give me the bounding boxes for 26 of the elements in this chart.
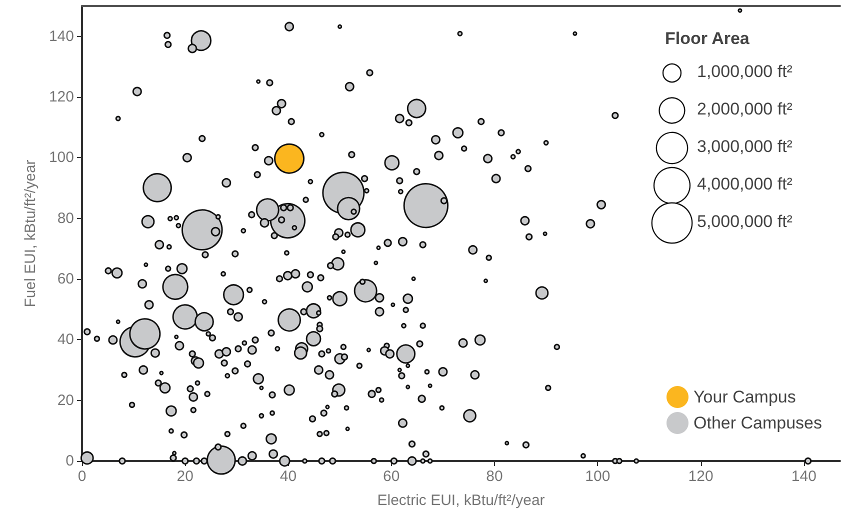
- x-tick-label: 20: [176, 468, 194, 485]
- y-axis-title: Fuel EUI, kBtu/ft²/year: [22, 160, 39, 308]
- y-tick-label: 140: [48, 28, 74, 45]
- x-tick-label: 40: [280, 468, 297, 485]
- y-tick-label: 120: [48, 88, 74, 106]
- legend-label: 4,000,000 ft²: [697, 174, 793, 194]
- x-axis-title: Electric EUI, kBtu/ft²/year: [377, 492, 545, 509]
- legend-title: Floor Area: [665, 29, 750, 48]
- y-tick-label: 100: [48, 149, 74, 166]
- x-tick-label: 60: [383, 468, 400, 485]
- x-tick-label: 140: [791, 468, 816, 485]
- y-tick-label: 60: [57, 270, 74, 288]
- x-tick-label: 80: [486, 468, 503, 485]
- legend-label: 2,000,000 ft²: [697, 100, 793, 118]
- x-tick-label: 100: [585, 468, 610, 485]
- x-tick-label: 120: [688, 468, 714, 485]
- legend-label: 5,000,000 ft²: [697, 212, 793, 231]
- x-tick-label: 0: [78, 468, 86, 485]
- legend-label: 3,000,000 ft²: [697, 137, 793, 156]
- legend-label: Your Campus: [694, 388, 796, 406]
- legend-label: Other Campuses: [694, 414, 822, 432]
- legend-label: 1,000,000 ft²: [697, 62, 793, 81]
- y-tick-label: 80: [57, 210, 74, 227]
- y-tick-label: 40: [57, 331, 74, 348]
- y-tick-label: 0: [66, 452, 74, 470]
- y-tick-label: 20: [57, 392, 74, 409]
